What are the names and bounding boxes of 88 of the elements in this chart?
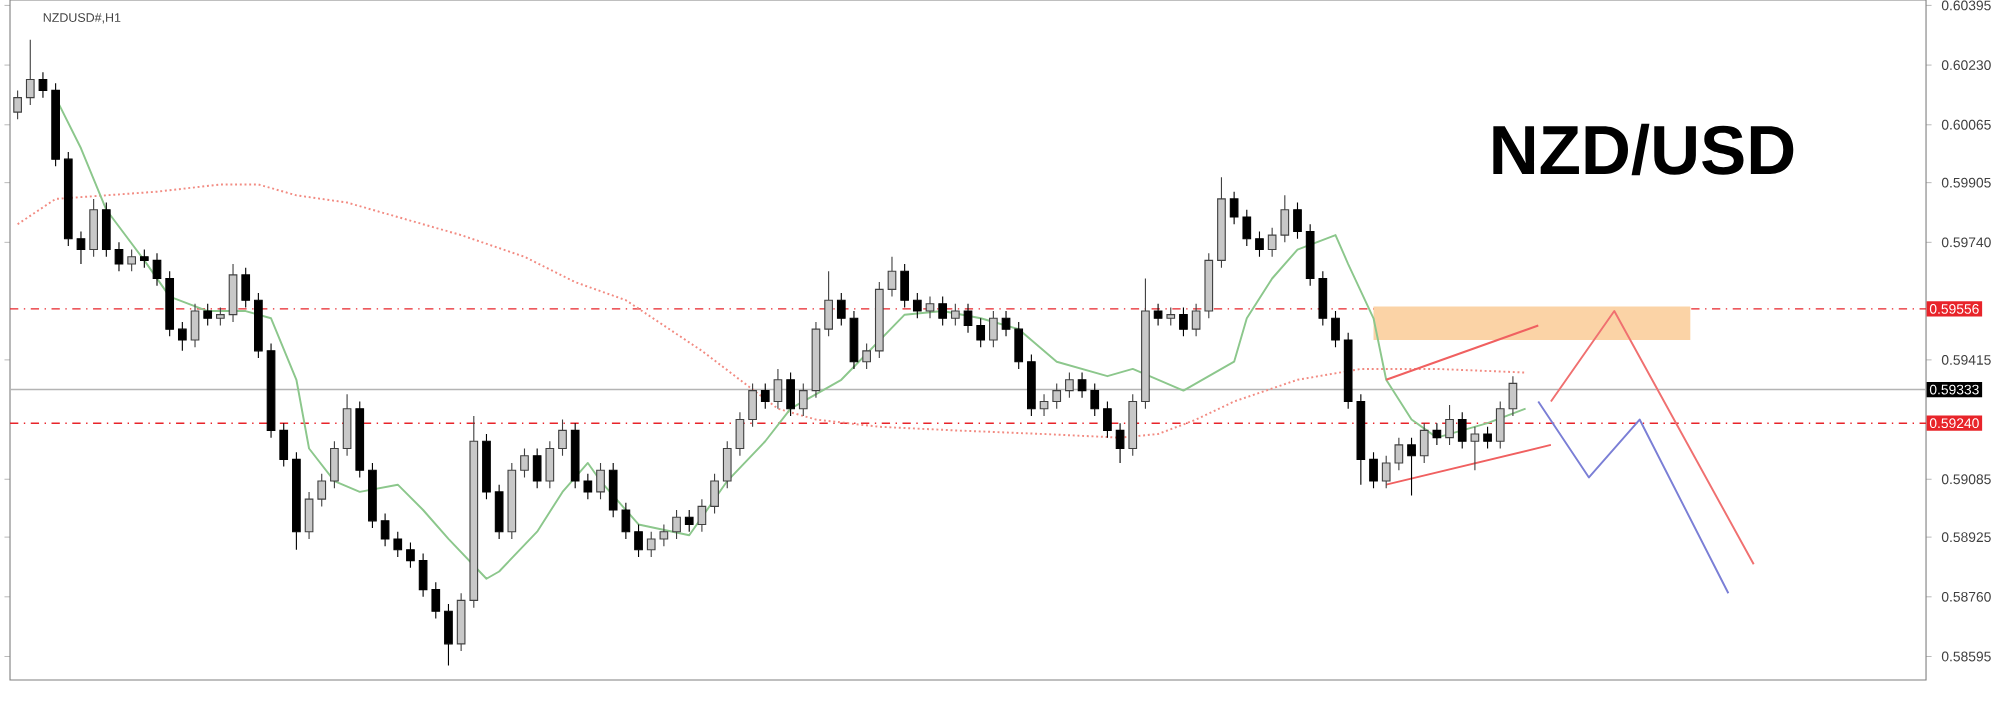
line-series — [1537, 400, 1730, 595]
candlestick — [1217, 176, 1226, 269]
candlestick — [1483, 426, 1492, 450]
candlestick — [1027, 353, 1036, 417]
candlestick — [849, 310, 859, 370]
candlestick — [13, 89, 22, 120]
candlestick — [520, 447, 529, 478]
candlestick — [773, 368, 783, 410]
candlestick — [862, 343, 871, 370]
candlestick — [900, 263, 910, 308]
candlestick — [76, 230, 86, 265]
candlestick — [63, 151, 73, 247]
candlestick — [177, 321, 187, 352]
candlestick — [507, 462, 517, 540]
candlestick — [127, 249, 137, 272]
candlestick — [254, 292, 263, 359]
candlestick — [203, 303, 213, 327]
candlestick — [596, 462, 605, 500]
candlestick — [51, 82, 60, 167]
candlestick — [811, 321, 821, 399]
candlestick — [355, 400, 365, 478]
line-series — [16, 183, 1527, 439]
candlestick — [139, 249, 149, 269]
candlestick — [684, 509, 694, 533]
candlestick — [190, 303, 200, 348]
candlestick — [1470, 426, 1480, 471]
candlestick — [114, 241, 124, 272]
candlestick — [912, 292, 922, 319]
candlestick — [1141, 277, 1150, 410]
candlestick — [925, 296, 935, 319]
candlestick — [634, 523, 643, 558]
candlestick — [1153, 303, 1163, 327]
candlestick — [1065, 371, 1074, 399]
candlestick — [836, 292, 846, 327]
candlestick — [482, 433, 491, 500]
candlestick — [368, 462, 377, 529]
candlestick — [558, 419, 567, 457]
text: NZD/USD — [1493, 123, 1794, 176]
candlestick — [874, 281, 884, 359]
candlestick — [1432, 422, 1442, 446]
candlestick — [25, 39, 35, 106]
candlestick — [152, 252, 162, 287]
candlestick — [786, 371, 795, 417]
candlestick — [697, 498, 707, 533]
candlestick — [1128, 393, 1138, 457]
candlestick — [748, 382, 757, 428]
candlestick — [216, 306, 225, 327]
candlestick — [1293, 201, 1302, 240]
candlestick — [406, 541, 415, 569]
candlestick — [672, 509, 681, 540]
candlestick — [101, 201, 111, 258]
candlestick — [292, 451, 301, 551]
candlestick — [38, 71, 48, 99]
candlestick — [1103, 400, 1112, 439]
candlestick — [1001, 310, 1011, 337]
candlestick — [1407, 437, 1416, 497]
candlestick — [89, 198, 98, 258]
candlestick — [938, 296, 948, 327]
candlestick — [494, 484, 504, 540]
candlestick — [1014, 321, 1024, 370]
candlestick — [1419, 422, 1429, 464]
candlestick — [1115, 422, 1125, 464]
candlestick — [887, 256, 897, 298]
candlestick — [1255, 230, 1264, 258]
candlestick — [963, 303, 973, 334]
candlestick — [824, 270, 833, 337]
candlestick — [1445, 404, 1454, 446]
candlestick — [1369, 451, 1378, 489]
candlestick — [1457, 411, 1467, 450]
candlestick — [989, 310, 998, 348]
candlestick — [330, 440, 339, 489]
candlestick — [342, 393, 352, 457]
candlestick — [545, 440, 555, 489]
candlestick — [165, 270, 175, 337]
candlestick — [976, 317, 986, 348]
candlestick — [710, 473, 719, 515]
candlestick — [444, 603, 453, 667]
candlestick — [1179, 306, 1188, 337]
candlestick — [950, 303, 960, 327]
candlestick — [266, 343, 276, 439]
candlestick — [798, 382, 808, 417]
candlestick — [532, 447, 542, 489]
candlestick — [1166, 306, 1176, 327]
candlestick — [1331, 310, 1340, 348]
candlestick — [760, 382, 770, 410]
candlestick — [279, 422, 289, 468]
candlestick — [228, 263, 238, 323]
candlestick — [241, 267, 251, 308]
